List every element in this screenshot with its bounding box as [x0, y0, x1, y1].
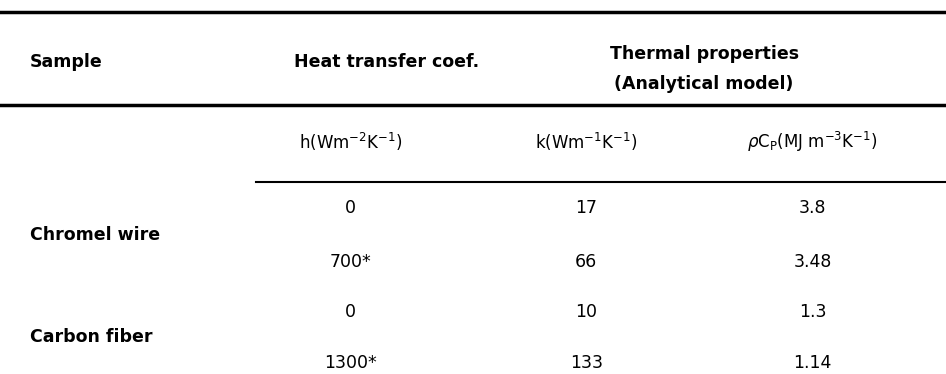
Text: 10: 10: [575, 303, 597, 321]
Text: 0: 0: [345, 199, 356, 217]
Text: Thermal properties: Thermal properties: [609, 45, 798, 63]
Text: 700*: 700*: [329, 254, 371, 272]
Text: (Analytical model): (Analytical model): [614, 74, 794, 92]
Text: Sample: Sample: [29, 53, 102, 71]
Text: 0: 0: [345, 303, 356, 321]
Text: 133: 133: [569, 354, 603, 372]
Text: Carbon fiber: Carbon fiber: [29, 328, 152, 346]
Text: 66: 66: [575, 254, 597, 272]
Text: 1.14: 1.14: [794, 354, 832, 372]
Text: h(Wm$^{-2}$K$^{-1}$): h(Wm$^{-2}$K$^{-1}$): [299, 131, 402, 153]
Text: k(Wm$^{-1}$K$^{-1}$): k(Wm$^{-1}$K$^{-1}$): [535, 131, 638, 153]
Text: 1.3: 1.3: [798, 303, 826, 321]
Text: 3.8: 3.8: [798, 199, 826, 217]
Text: 3.48: 3.48: [794, 254, 832, 272]
Text: Chromel wire: Chromel wire: [29, 226, 160, 244]
Text: 17: 17: [575, 199, 597, 217]
Text: 1300*: 1300*: [324, 354, 377, 372]
Text: $\rho$C$_{\rm P}$(MJ m$^{-3}$K$^{-1}$): $\rho$C$_{\rm P}$(MJ m$^{-3}$K$^{-1}$): [747, 130, 878, 154]
Text: Heat transfer coef.: Heat transfer coef.: [294, 53, 479, 71]
